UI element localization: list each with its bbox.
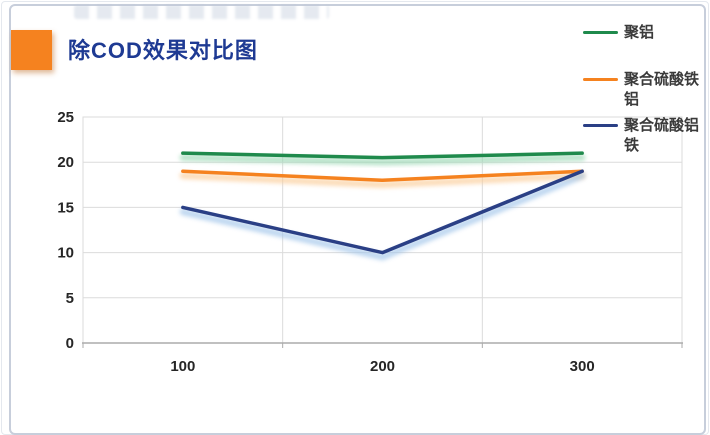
x-tick-label: 200 [370,358,395,375]
series-glow-0 [179,154,586,166]
legend-line-swatch [583,31,618,35]
x-tick-label: 100 [170,358,195,375]
y-tick-label: 20 [57,154,74,171]
y-tick-label: 15 [57,199,74,216]
legend-label: 聚合硫酸铁铝 [624,71,700,108]
ghost-text-artifact [74,5,329,19]
x-tick-label: 300 [570,358,595,375]
legend-line-swatch [583,124,618,128]
series-line-2 [181,169,584,255]
page-title: 除COD效果对比图 [68,38,258,63]
y-tick-label: 0 [66,335,74,352]
legend-label: 聚铝 [624,24,655,41]
y-tick-label: 25 [57,109,74,126]
legend-label: 聚合硫酸铝铁 [624,117,700,154]
legend-item: 聚铝 [583,23,700,43]
series-glow-1 [179,172,586,189]
chart-frame [9,4,706,435]
y-tick-label: 10 [57,245,74,262]
y-tick-label: 5 [66,290,74,307]
legend-item: 聚合硫酸铝铁 [583,116,700,156]
series-line-1 [181,169,584,183]
legend-item: 聚合硫酸铁铝 [583,70,700,110]
series-glow-2 [179,172,586,261]
title-accent-square [11,30,52,70]
series-line-0 [181,151,584,160]
legend-line-swatch [583,78,618,82]
